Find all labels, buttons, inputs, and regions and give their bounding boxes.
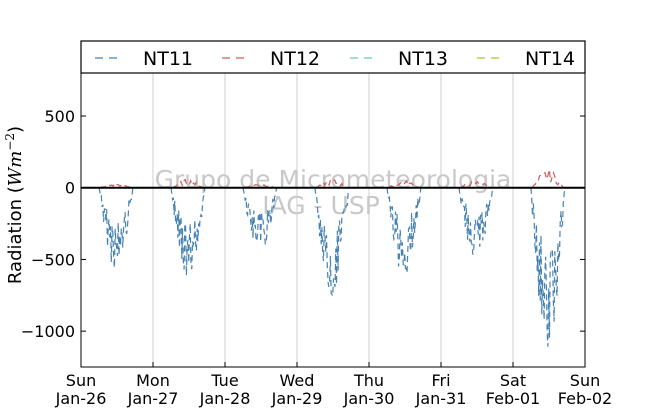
x-tick-label-day: Thu (353, 371, 384, 390)
legend-label: NT11 (143, 48, 193, 70)
grid-layer (152, 73, 514, 367)
watermark-line-2: IAG - USP (262, 191, 380, 220)
legend: NT11 NT12 NT13 NT14 (80, 40, 586, 74)
series-line-nt11 (98, 187, 566, 347)
series-layer (98, 169, 566, 347)
legend-items: NT11 NT12 NT13 NT14 (95, 48, 575, 70)
y-tick-label: 500 (44, 107, 75, 126)
x-tick-label-day: Fri (431, 371, 450, 390)
y-tick-label: −1000 (21, 322, 75, 341)
x-tick-label-day: Wed (280, 371, 315, 390)
legend-label: NT14 (525, 48, 575, 70)
y-axis-label-prefix: Radiation ( (5, 186, 26, 284)
x-tick-label-day: Sun (570, 371, 600, 390)
x-tick-label-date: Feb-02 (558, 389, 612, 408)
tick-layer: 5000−500−1000SunJan-26MonJan-27TueJan-28… (21, 107, 612, 408)
x-tick-label-date: Jan-27 (127, 389, 179, 408)
y-axis-label-w: W (5, 166, 26, 186)
x-tick-label-day: Sat (500, 371, 526, 390)
x-tick-label-date: Jan-28 (199, 389, 251, 408)
legend-label: NT13 (398, 48, 448, 70)
y-axis-label-m: m (5, 151, 26, 168)
legend-label: NT12 (270, 48, 320, 70)
legend-box (80, 40, 586, 74)
x-tick-label-day: Tue (210, 371, 238, 390)
x-tick-label-date: Jan-30 (343, 389, 395, 408)
watermark-line-1: Grupo de Micrometeorologia (155, 165, 512, 194)
plot-frame (80, 72, 586, 368)
y-axis-label: Radiation (Wm−2) (3, 126, 26, 284)
x-tick-label-day: Sun (66, 371, 96, 390)
x-tick-label-date: Jan-29 (271, 389, 323, 408)
x-tick-label-day: Mon (136, 371, 170, 390)
y-axis-label-suffix: ) (5, 126, 26, 133)
y-tick-label: −500 (31, 250, 75, 269)
x-tick-label-date: Jan-26 (55, 389, 107, 408)
x-tick-label-date: Jan-31 (415, 389, 467, 408)
y-tick-label: 0 (65, 179, 75, 198)
y-axis-label-exponent: −2 (3, 133, 17, 151)
x-tick-label-date: Feb-01 (486, 389, 540, 408)
